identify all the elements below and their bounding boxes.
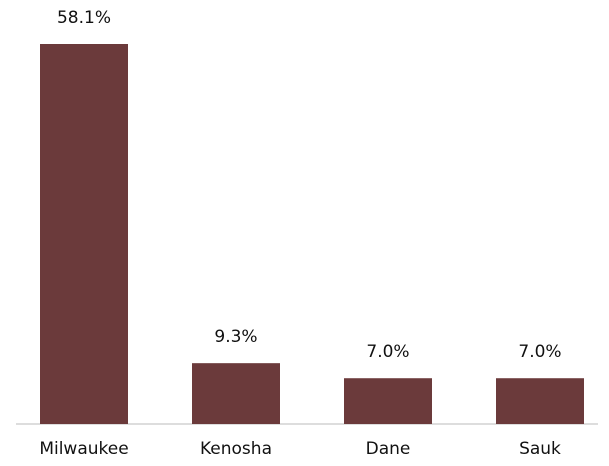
x-tick-label: Dane — [366, 439, 411, 459]
data-label: 9.3% — [214, 327, 257, 347]
x-tick-label: Sauk — [519, 439, 561, 459]
x-tick-label: Kenosha — [200, 439, 272, 459]
data-label: 58.1% — [57, 8, 111, 28]
bar — [344, 378, 432, 424]
bar — [40, 44, 128, 424]
data-label: 7.0% — [518, 342, 561, 362]
x-tick-label: Milwaukee — [39, 439, 128, 459]
bar — [496, 378, 584, 424]
data-label: 7.0% — [366, 342, 409, 362]
bar — [192, 363, 280, 424]
